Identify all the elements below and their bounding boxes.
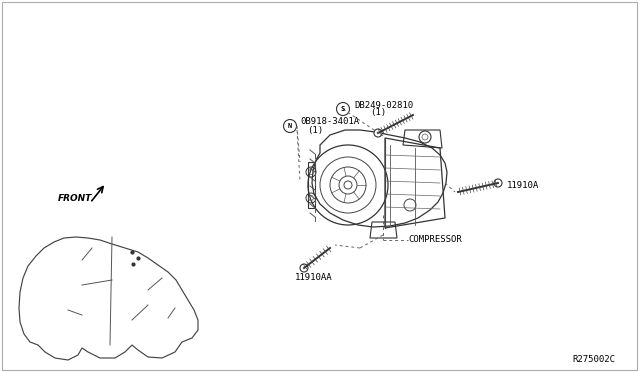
Text: 11910A: 11910A [507,180,540,189]
Circle shape [494,179,502,187]
Text: COMPRESSOR: COMPRESSOR [408,235,461,244]
Circle shape [374,129,382,137]
Text: DB249-02810: DB249-02810 [354,100,413,109]
Text: N: N [288,123,292,129]
Text: FRONT: FRONT [58,194,92,203]
Text: R275002C: R275002C [572,356,615,365]
Text: 11910AA: 11910AA [295,273,333,282]
Text: (1): (1) [370,109,386,118]
Text: S: S [341,106,345,112]
Circle shape [300,264,308,272]
Text: (1): (1) [307,125,323,135]
Text: 0B918-3401A: 0B918-3401A [300,118,359,126]
